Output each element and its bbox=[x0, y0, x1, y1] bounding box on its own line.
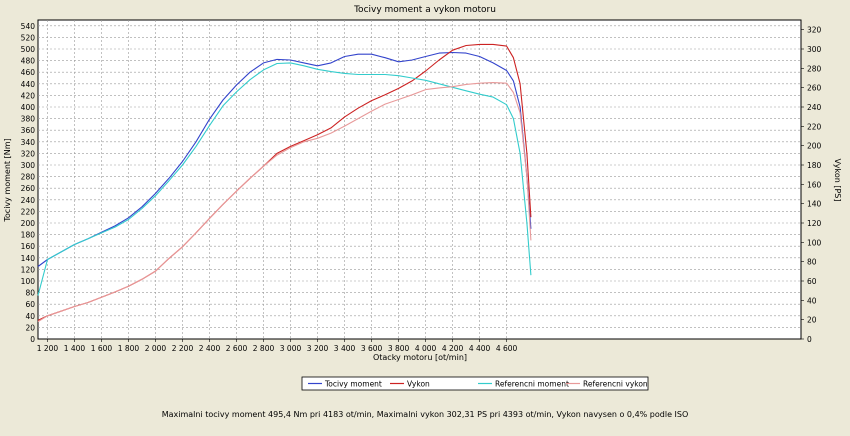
x-tick-label: 3 400 bbox=[334, 344, 356, 353]
y-left-tick-label: 480 bbox=[21, 57, 36, 66]
y-left-tick-label: 520 bbox=[21, 33, 36, 42]
y-left-tick-label: 500 bbox=[21, 45, 36, 54]
y-right-tick-label: 260 bbox=[807, 84, 822, 93]
x-tick-label: 4 400 bbox=[469, 344, 491, 353]
y-right-tick-label: 280 bbox=[807, 64, 822, 73]
x-tick-label: 2 600 bbox=[226, 344, 248, 353]
y-left-tick-label: 200 bbox=[21, 219, 36, 228]
x-tick-label: 4 000 bbox=[415, 344, 437, 353]
grid bbox=[38, 20, 801, 339]
x-tick-label: 3 800 bbox=[388, 344, 410, 353]
y-left-tick-label: 180 bbox=[21, 231, 36, 240]
y-right-tick-label: 220 bbox=[807, 122, 822, 131]
y-left-tick-label: 440 bbox=[21, 80, 36, 89]
y-left-tick-label: 40 bbox=[25, 312, 35, 321]
x-tick-label: 1 600 bbox=[91, 344, 113, 353]
y-left-tick-label: 340 bbox=[21, 138, 36, 147]
x-tick-label: 2 200 bbox=[172, 344, 194, 353]
y-right-tick-label: 40 bbox=[807, 296, 817, 305]
y-left-tick-label: 140 bbox=[21, 254, 36, 263]
y-left-axis: 0 20 40 60 80 100 120 140 160 180 200 220 240 260 280 3… bbox=[21, 22, 36, 344]
y-left-tick-label: 80 bbox=[25, 289, 35, 298]
y-right-axis: 0 20 40 60 80 100 120 140 160 180 200 220 240 260 280 3… bbox=[801, 26, 822, 344]
y-right-tick-label: 240 bbox=[807, 103, 822, 112]
plot-area bbox=[37, 19, 802, 340]
series-line-tocivy-moment bbox=[37, 51, 532, 267]
y-left-tick-label: 320 bbox=[21, 149, 36, 158]
y-left-tick-label: 420 bbox=[21, 91, 36, 100]
legend-box bbox=[301, 376, 649, 391]
y-right-tick-label: 180 bbox=[807, 161, 822, 170]
y-right-tick-label: 140 bbox=[807, 200, 822, 209]
y-left-tick-label: 0 bbox=[30, 335, 35, 344]
x-tick-label: 3 000 bbox=[280, 344, 302, 353]
y-right-tick-label: 0 bbox=[807, 335, 812, 344]
y-left-tick-label: 360 bbox=[21, 126, 36, 135]
x-axis-label: Otacky motoru [ot/min] bbox=[373, 353, 467, 362]
x-tick-label: 4 600 bbox=[496, 344, 518, 353]
y-left-tick-label: 300 bbox=[21, 161, 36, 170]
y-right-axis-label: Vykon [PS] bbox=[833, 159, 842, 202]
x-axis: 1 200 1 400 1 600 1 800 2 000 2 200 2 400 2 600… bbox=[37, 339, 518, 353]
y-right-tick-label: 100 bbox=[807, 238, 822, 247]
y-right-tick-label: 120 bbox=[807, 219, 822, 228]
y-left-tick-label: 220 bbox=[21, 207, 36, 216]
y-right-tick-label: 80 bbox=[807, 258, 817, 267]
y-left-tick-label: 380 bbox=[21, 115, 36, 124]
x-tick-label: 2 400 bbox=[199, 344, 221, 353]
legend-label: Tocivy moment bbox=[324, 380, 382, 389]
x-tick-label: 2 800 bbox=[253, 344, 275, 353]
x-tick-label: 3 600 bbox=[361, 344, 383, 353]
legend-label: Referencni moment bbox=[495, 380, 569, 389]
y-left-tick-label: 460 bbox=[21, 68, 36, 77]
x-tick-label: 1 400 bbox=[64, 344, 86, 353]
y-left-tick-label: 20 bbox=[25, 323, 35, 332]
y-left-axis-label: Tocivy moment [Nm] bbox=[3, 138, 12, 222]
x-tick-label: 4 200 bbox=[442, 344, 464, 353]
legend: Tocivy moment Vykon Referencni moment Refer… bbox=[301, 376, 649, 391]
y-left-tick-label: 240 bbox=[21, 196, 36, 205]
y-left-tick-label: 260 bbox=[21, 184, 36, 193]
x-tick-label: 2 000 bbox=[145, 344, 167, 353]
y-left-tick-label: 100 bbox=[21, 277, 36, 286]
y-right-tick-label: 60 bbox=[807, 277, 817, 286]
y-left-tick-label: 280 bbox=[21, 173, 36, 182]
y-right-tick-label: 20 bbox=[807, 316, 817, 325]
y-right-tick-label: 160 bbox=[807, 180, 822, 189]
y-left-tick-label: 160 bbox=[21, 242, 36, 251]
series-lines bbox=[37, 43, 532, 323]
y-left-tick-label: 60 bbox=[25, 300, 35, 309]
y-right-tick-label: 200 bbox=[807, 142, 822, 151]
y-left-tick-label: 400 bbox=[21, 103, 36, 112]
y-right-tick-label: 320 bbox=[807, 26, 822, 35]
series-line-referencni-vykon bbox=[37, 82, 532, 323]
series-line-referencni-moment bbox=[37, 62, 532, 296]
legend-label: Vykon bbox=[407, 380, 430, 389]
y-right-tick-label: 300 bbox=[807, 45, 822, 54]
x-tick-label: 1 800 bbox=[118, 344, 140, 353]
y-left-tick-label: 540 bbox=[21, 22, 36, 31]
summary-text: Maximalni tocivy moment 495,4 Nm pri 418… bbox=[161, 410, 689, 419]
x-tick-label: 1 200 bbox=[37, 344, 59, 353]
x-tick-label: 3 200 bbox=[307, 344, 329, 353]
chart-title: Tocivy moment a vykon motoru bbox=[353, 5, 496, 15]
legend-label: Referencni vykon bbox=[583, 380, 648, 389]
y-left-tick-label: 120 bbox=[21, 265, 36, 274]
